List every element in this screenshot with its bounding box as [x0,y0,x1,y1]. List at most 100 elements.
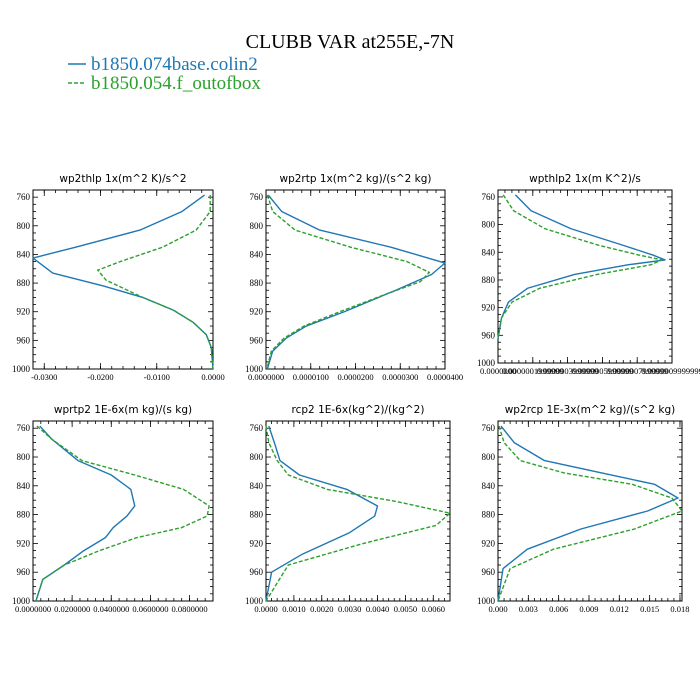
chart-panels: wp2thlp 1x(m^2 K)/s^2 760 800 840 880 920 960 1… [12,173,700,614]
y-tick-label: 1000 [12,596,31,606]
figure-legend: b1850.074base.colin2 b1850.054.f_outofbo… [68,54,261,94]
y-tick-label: 1000 [477,358,496,368]
figure-title: CLUBB VAR at255E,-7N [246,31,455,53]
y-tick-label: 840 [482,247,496,257]
series-line-base [32,194,214,370]
y-tick-label: 920 [482,538,496,548]
y-tick-label: 840 [17,481,31,491]
y-tick-label: 840 [250,249,264,259]
x-tick-label: 0.0000001999999 [502,366,564,376]
x-tick-label: 0.0000 [254,604,277,614]
y-tick-label: 880 [482,510,496,520]
y-tick-label: 880 [250,278,264,288]
y-tick-label: 840 [482,481,496,491]
x-tick-label: 0.0600000 [132,604,168,614]
y-tick-label: 880 [482,275,496,285]
x-tick-label: 0.015 [640,604,659,614]
panel-title: wpthlp2 1x(m K^2)/s [529,173,641,185]
x-tick-label: -0.0100 [144,372,170,382]
x-tick-label: 0.0000200 [337,372,373,382]
panel-title: wp2rcp 1E-3x(m^2 kg)/(s^2 kg) [505,404,676,416]
y-tick-label: 920 [482,303,496,313]
series-line-base [265,425,379,602]
panel-6: wp2rcp 1E-3x(m^2 kg)/(s^2 kg) 760 800 840 88… [477,404,690,614]
y-tick-label: 880 [17,510,31,520]
y-tick-label: 800 [250,221,264,231]
x-tick-label: 0.0000005999999 [572,366,634,376]
y-tick-label: 760 [482,192,496,202]
y-tick-label: 1000 [245,596,264,606]
x-tick-label: 0.0000 [201,372,224,382]
y-tick-label: 960 [17,335,31,345]
y-tick-label: 840 [250,481,264,491]
series-line-base [497,425,679,602]
y-tick-label: 800 [482,452,496,462]
x-tick-label: 0.0060 [422,604,445,614]
x-tick-label: -0.0200 [87,372,113,382]
plot-frame [265,420,451,602]
series-line-outofbox [497,425,683,602]
panel-title: wp2rtp 1x(m^2 kg)/(s^2 kg) [279,173,431,185]
x-tick-label: 0.0000000 [480,366,516,376]
y-tick-label: 840 [17,249,31,259]
panel-5: rcp2 1E-6x(kg^2)/(kg^2) 760 800 840 880 920 96… [245,404,451,614]
x-tick-label: -0.0300 [31,372,57,382]
y-tick-label: 960 [482,567,496,577]
x-tick-label: 0.0200000 [54,604,90,614]
legend-label-base: b1850.074base.colin2 [91,54,258,75]
x-tick-label: 0.0000003999999 [537,366,599,376]
panel-title: wp2thlp 1x(m^2 K)/s^2 [59,173,186,185]
y-tick-label: 800 [482,220,496,230]
x-tick-label: 0.0000300 [382,372,418,382]
x-tick-label: 0.003 [519,604,538,614]
y-tick-label: 1000 [477,596,496,606]
y-tick-label: 960 [482,330,496,340]
y-tick-label: 960 [250,567,264,577]
x-tick-label: 0.000 [488,604,507,614]
series-line-outofbox [266,194,431,370]
legend-label-outofbox: b1850.054.f_outofbox [91,73,261,94]
plot-frame [32,420,214,602]
y-tick-label: 1000 [245,364,264,374]
x-tick-label: 0.0000400 [427,372,463,382]
y-tick-label: 920 [250,307,264,317]
y-tick-label: 920 [250,538,264,548]
panel-2: wp2rtp 1x(m^2 kg)/(s^2 kg) 760 800 840 880 92… [245,173,463,382]
y-tick-label: 1000 [12,364,31,374]
x-tick-label: 0.0000100 [293,372,329,382]
y-tick-label: 760 [17,423,31,433]
y-tick-label: 800 [17,221,31,231]
x-tick-label: 0.0400000 [93,604,129,614]
series-line-base [497,194,666,339]
x-tick-label: 0.009 [579,604,598,614]
plot-frame [497,420,683,602]
panel-1: wp2thlp 1x(m^2 K)/s^2 760 800 840 880 920 960 1… [12,173,225,382]
panel-4: wprtp2 1E-6x(m kg)/(s kg) 760 800 840 880 920… [12,404,214,614]
x-tick-label: 0.0010 [282,604,305,614]
y-tick-label: 960 [250,335,264,345]
x-tick-label: 0.0800000 [171,604,207,614]
y-tick-label: 800 [250,452,264,462]
y-tick-label: 760 [17,192,31,202]
plot-frame [497,189,673,364]
x-tick-label: 0.006 [549,604,568,614]
series-line-base [266,194,446,370]
x-tick-label: 0.0000007999999 [606,366,668,376]
series-line-outofbox [497,194,663,339]
x-tick-label: 0.0030 [338,604,361,614]
x-tick-label: 0.0000000 [15,604,51,614]
y-tick-label: 960 [17,567,31,577]
x-tick-label: 0.0020 [310,604,333,614]
x-tick-label: 0.012 [610,604,629,614]
y-tick-label: 920 [17,538,31,548]
series-line-outofbox [35,425,210,602]
panel-title: wprtp2 1E-6x(m kg)/(s kg) [54,404,192,416]
series-line-outofbox [96,195,214,370]
x-tick-label: 0.0000009999999 [641,366,700,376]
x-tick-label: 0.018 [670,604,689,614]
x-tick-label: 0.0000000 [248,372,284,382]
panel-3: wpthlp2 1x(m K^2)/s 760 800 840 880 920 960 100… [477,173,700,376]
x-tick-label: 0.0040 [366,604,389,614]
series-line-outofbox [265,425,451,602]
